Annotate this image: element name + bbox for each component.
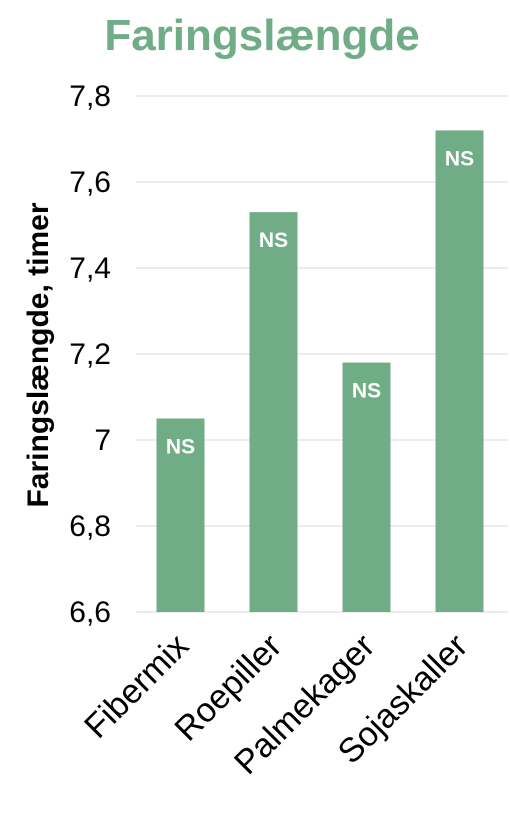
bar (156, 418, 205, 612)
bar-data-label: NS (166, 436, 195, 459)
y-tick-label: 7,2 (69, 338, 111, 371)
chart-title: Faringslængde (104, 11, 419, 60)
y-tick-label: 7,4 (69, 252, 111, 285)
y-tick-label: 7,6 (69, 166, 111, 199)
bars (156, 130, 484, 612)
bar (435, 130, 484, 612)
y-axis-label: Faringslængde, timer (22, 202, 55, 507)
bar-data-label: NS (445, 147, 474, 170)
bar-data-label: NS (259, 229, 288, 252)
y-tick-label: 6,8 (69, 510, 111, 543)
y-tick-label: 7 (94, 424, 111, 457)
y-axis-ticks: 6,6 6,8 7 7,2 7,4 7,6 7,8 (69, 80, 111, 629)
data-labels: NS NS NS NS (166, 147, 474, 458)
bar (249, 212, 298, 612)
bar (342, 362, 391, 612)
y-tick-label: 7,8 (69, 80, 111, 113)
bar-data-label: NS (352, 380, 381, 403)
y-tick-label: 6,6 (69, 596, 111, 629)
